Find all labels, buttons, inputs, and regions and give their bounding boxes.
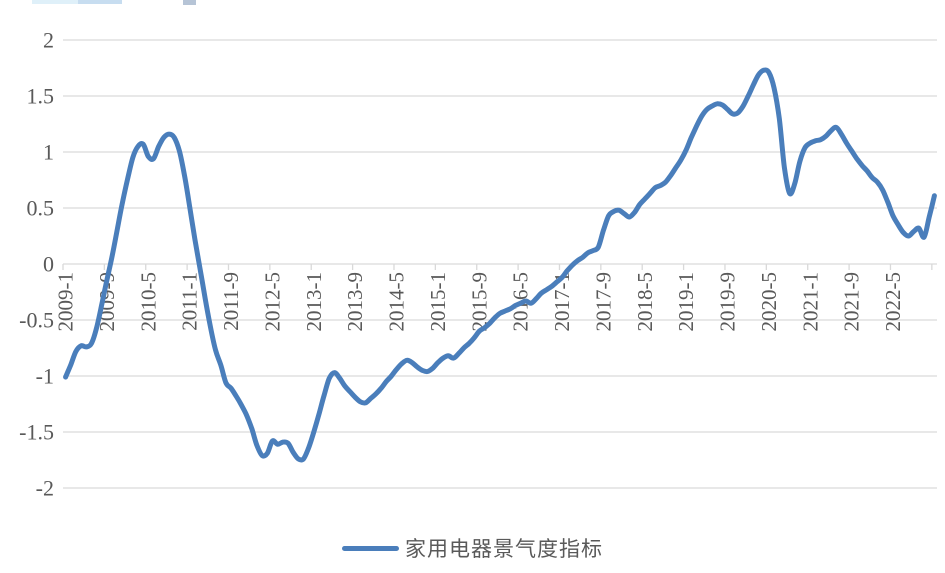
x-tick-label: 2015-9	[467, 272, 491, 332]
y-tick-label: 0	[43, 252, 54, 277]
watermark-strip	[78, 0, 122, 4]
x-tick-label: 2020-5	[757, 272, 781, 332]
x-tick-label: 2009-1	[54, 272, 78, 332]
y-tick-label: -0.5	[19, 308, 54, 333]
x-tick-label: 2017-9	[591, 272, 615, 332]
y-tick-label: 2	[43, 28, 54, 53]
legend-line-swatch	[342, 545, 399, 551]
x-tick-label: 2021-1	[798, 272, 822, 332]
x-tick-label: 2014-5	[385, 272, 409, 332]
y-tick-label: -1.5	[19, 420, 54, 445]
y-tick-label: 1.5	[27, 84, 55, 109]
y-tick-label: 1	[43, 140, 54, 165]
x-tick-label: 2015-1	[426, 272, 450, 332]
x-tick-label: 2013-1	[302, 272, 326, 332]
legend: 家用电器景气度指标	[0, 533, 945, 563]
x-tick-label: 2011-9	[219, 272, 243, 331]
series-line	[63, 67, 937, 463]
x-tick-label: 2017-1	[550, 272, 574, 332]
x-tick-label: 2013-9	[343, 272, 367, 332]
x-tick-label: 2010-5	[136, 272, 160, 332]
x-tick-label: 2021-9	[840, 272, 864, 332]
x-tick-label: 2018-5	[633, 272, 657, 332]
x-tick-label: 2022-5	[881, 272, 905, 332]
x-tick-label: 2019-9	[716, 272, 740, 332]
y-tick-label: -1	[36, 364, 54, 389]
y-tick-label: -2	[36, 476, 54, 501]
legend-label: 家用电器景气度指标	[405, 537, 603, 561]
x-tick-label: 2019-1	[674, 272, 698, 332]
y-tick-label: 0.5	[27, 196, 55, 221]
watermark-strip	[183, 0, 196, 5]
watermark-strip	[32, 0, 78, 4]
x-tick-label: 2011-1	[178, 272, 202, 331]
x-tick-label: 2012-5	[260, 272, 284, 332]
